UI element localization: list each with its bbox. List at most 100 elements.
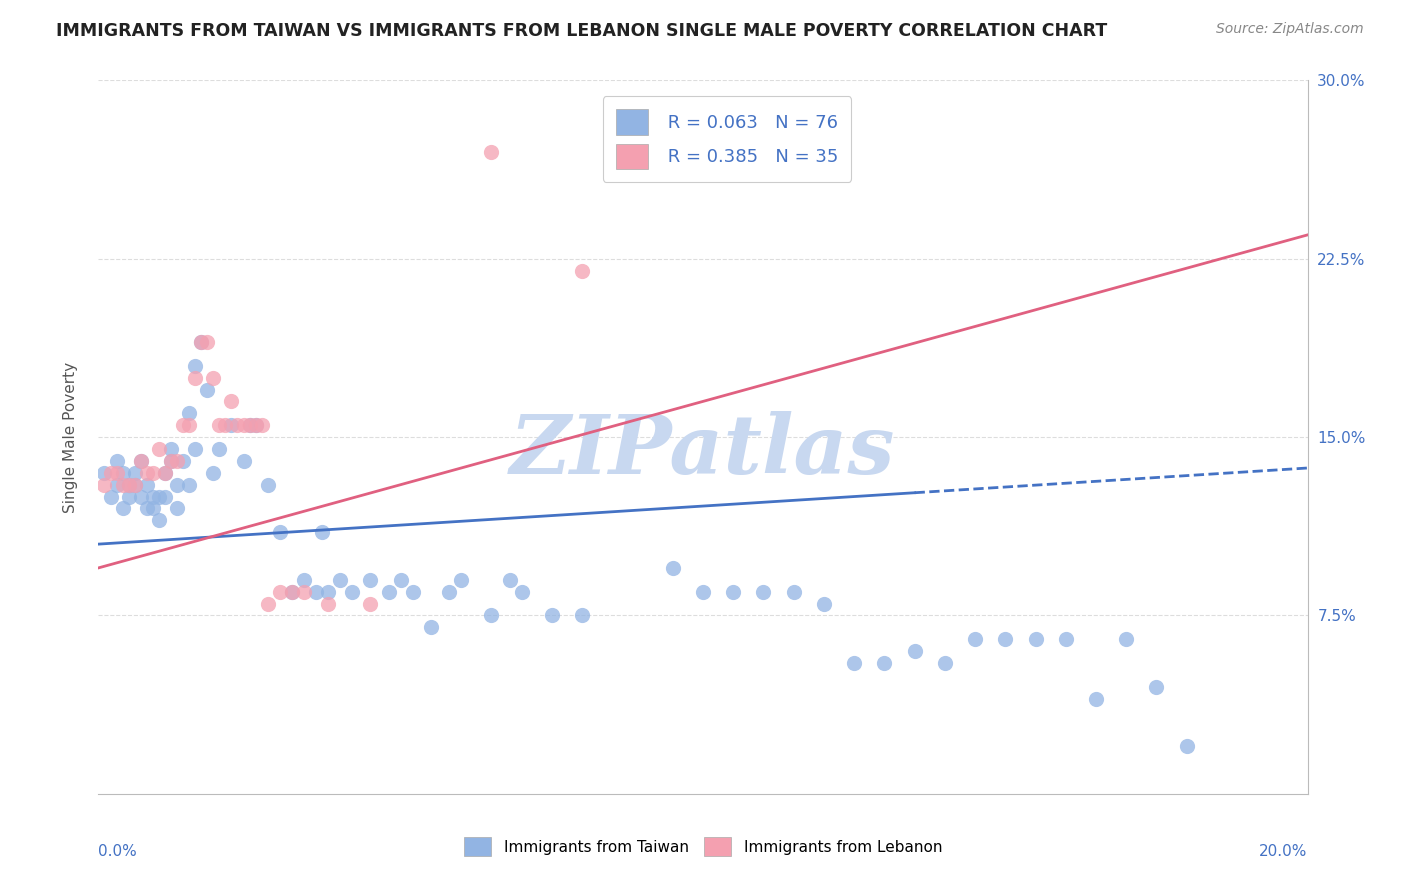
Point (202, 370, 225, 384)
Text: 0.0%: 0.0% (98, 844, 138, 859)
Point (153, 466, 176, 480)
Point (166, 477, 188, 491)
Point (129, 454, 152, 468)
Point (111, 501, 134, 516)
Point (100, 490, 122, 504)
Point (184, 370, 207, 384)
Point (437, 584, 460, 599)
Point (214, 418, 236, 433)
Point (208, 418, 231, 433)
Point (105, 454, 128, 468)
Point (245, 418, 267, 433)
Point (360, 597, 382, 611)
Point (1024, 632, 1046, 647)
Point (100, 466, 122, 480)
Point (195, 383, 218, 397)
Point (481, 145, 503, 159)
Point (166, 454, 188, 468)
Point (172, 454, 194, 468)
Point (232, 454, 254, 468)
Point (239, 418, 262, 433)
Point (245, 418, 267, 433)
Point (160, 454, 183, 468)
Point (160, 454, 183, 468)
Text: IMMIGRANTS FROM TAIWAN VS IMMIGRANTS FROM LEBANON SINGLE MALE POVERTY CORRELATIO: IMMIGRANTS FROM TAIWAN VS IMMIGRANTS FRO… (56, 22, 1108, 40)
Point (153, 490, 176, 504)
Y-axis label: Single Male Poverty: Single Male Poverty (63, 361, 77, 513)
Point (281, 584, 304, 599)
Point (105, 477, 128, 491)
Point (160, 442, 183, 456)
Point (377, 584, 399, 599)
Point (723, 584, 745, 599)
Point (402, 584, 425, 599)
Point (221, 418, 243, 433)
Point (292, 573, 315, 587)
Point (510, 584, 533, 599)
Point (1054, 632, 1077, 647)
Point (481, 608, 503, 623)
Point (239, 418, 262, 433)
Point (752, 584, 775, 599)
Point (148, 513, 170, 527)
Point (450, 573, 472, 587)
Point (540, 608, 562, 623)
Text: ZIPatlas: ZIPatlas (510, 411, 896, 491)
Legend:  R = 0.063   N = 76,  R = 0.385   N = 35: R = 0.063 N = 76, R = 0.385 N = 35 (603, 96, 852, 182)
Point (389, 573, 412, 587)
Point (342, 584, 364, 599)
Text: Source: ZipAtlas.com: Source: ZipAtlas.com (1216, 22, 1364, 37)
Point (202, 466, 225, 480)
Point (360, 573, 382, 587)
Point (281, 584, 304, 599)
Point (934, 656, 956, 670)
Point (135, 466, 157, 480)
Point (994, 632, 1017, 647)
Point (904, 644, 927, 658)
Point (208, 442, 231, 456)
Point (292, 584, 315, 599)
Point (148, 490, 170, 504)
Point (111, 477, 134, 491)
Point (111, 466, 134, 480)
Point (166, 501, 188, 516)
Point (692, 584, 714, 599)
Point (118, 490, 141, 504)
Point (571, 263, 593, 277)
Point (105, 466, 128, 480)
Point (124, 477, 146, 491)
Point (305, 584, 328, 599)
Point (190, 334, 212, 349)
Point (1115, 632, 1137, 647)
Point (135, 501, 157, 516)
Point (124, 477, 146, 491)
Point (129, 490, 152, 504)
Point (571, 608, 593, 623)
Point (783, 584, 806, 599)
Point (256, 477, 278, 491)
Text: 20.0%: 20.0% (1260, 844, 1308, 859)
Point (873, 656, 896, 670)
Point (1175, 739, 1198, 754)
Point (195, 334, 218, 349)
Point (316, 584, 339, 599)
Point (226, 418, 249, 433)
Point (221, 394, 243, 409)
Point (93, 477, 115, 491)
Point (142, 501, 165, 516)
Point (232, 418, 254, 433)
Point (190, 334, 212, 349)
Point (269, 525, 291, 540)
Point (184, 359, 207, 373)
Point (142, 490, 165, 504)
Point (142, 466, 165, 480)
Point (153, 466, 176, 480)
Point (498, 573, 520, 587)
Point (124, 466, 146, 480)
Point (93, 466, 115, 480)
Point (329, 573, 352, 587)
Point (129, 454, 152, 468)
Point (311, 525, 333, 540)
Point (118, 477, 141, 491)
Point (661, 561, 683, 575)
